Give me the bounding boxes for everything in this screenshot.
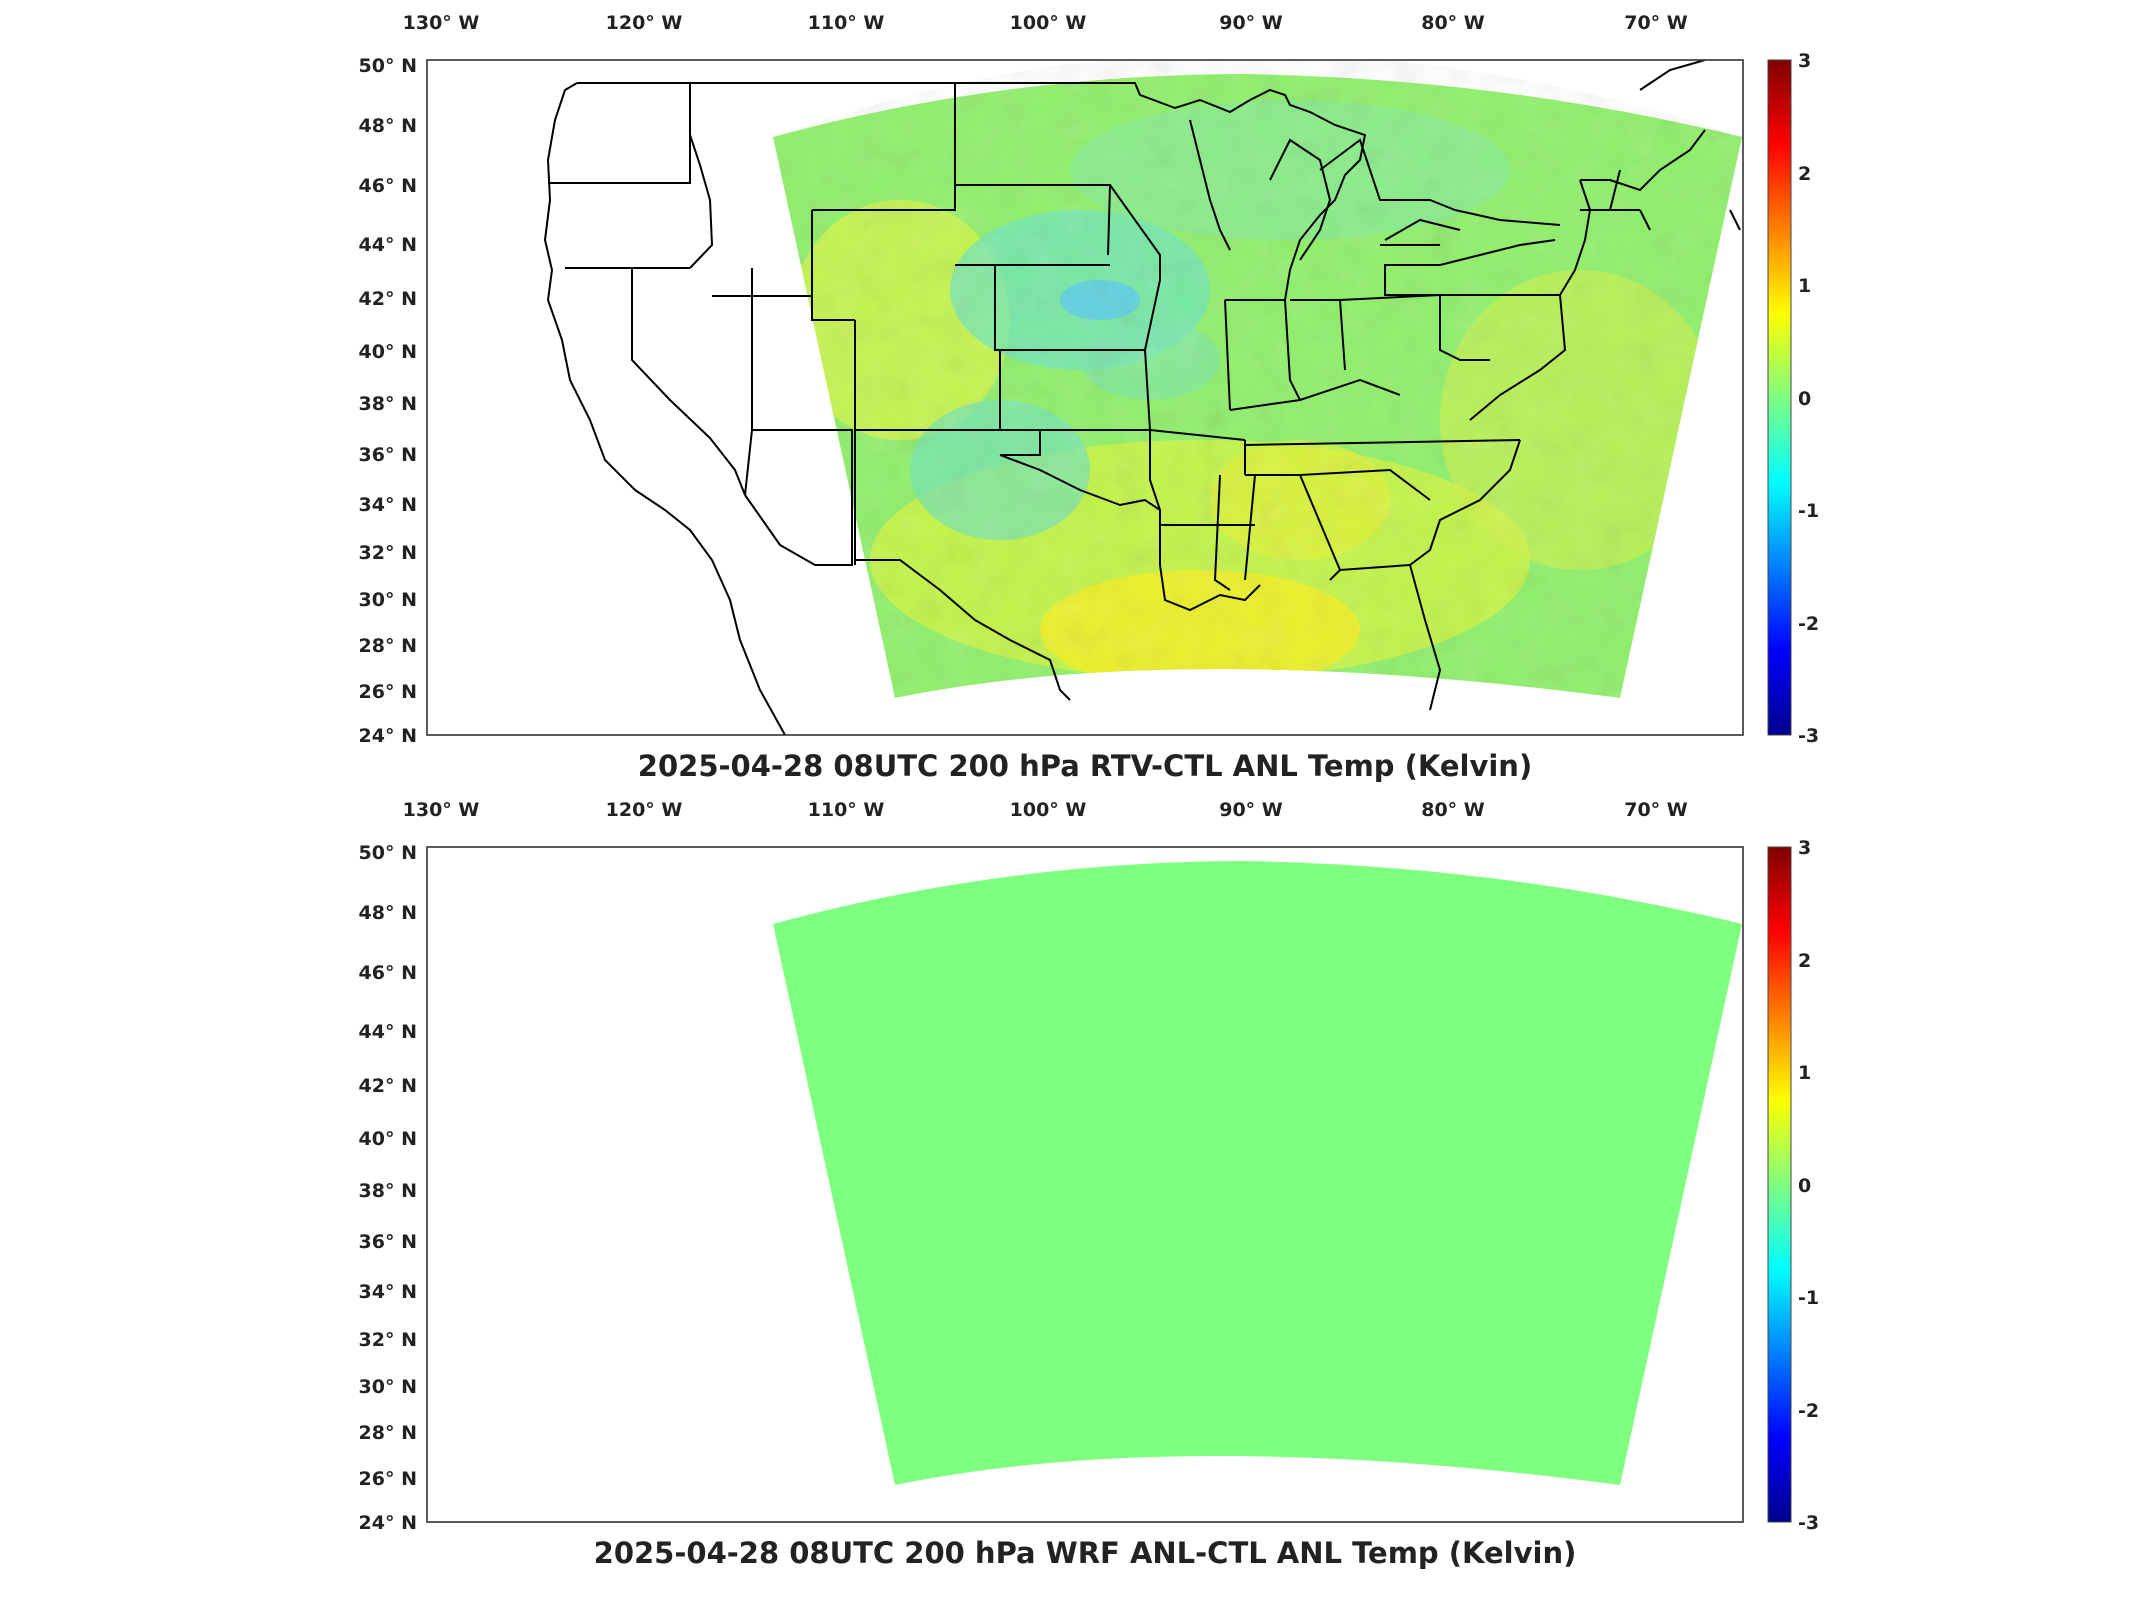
- colorbar-tick: -3: [1798, 1512, 1819, 1534]
- lon-tick: 100° W: [1010, 799, 1087, 821]
- lat-tick: 28° N: [359, 1422, 417, 1444]
- lat-axis-left-2: 50° N 48° N 46° N 44° N 42° N 40° N 38° …: [359, 842, 417, 1534]
- lon-tick: 120° W: [606, 799, 683, 821]
- lat-tick: 32° N: [359, 1329, 417, 1351]
- lon-axis-top-2: 130° W 120° W 110° W 100° W 90° W 80° W …: [403, 799, 1688, 821]
- lat-tick: 34° N: [359, 1281, 417, 1303]
- map-panel-rtv-ctl: 130° W 120° W 110° W 100° W 90° W 80° W …: [359, 12, 1820, 783]
- lon-tick: 70° W: [1624, 799, 1688, 821]
- colorbar-tick: 2: [1798, 163, 1811, 185]
- lon-tick: 70° W: [1624, 12, 1688, 34]
- lat-tick: 28° N: [359, 635, 417, 657]
- boundaries-1: [543, 60, 1741, 735]
- lon-axis-top-1: 130° W 120° W 110° W 100° W 90° W 80° W …: [403, 12, 1688, 34]
- colorbar-1: 3 2 1 0 -1 -2 -3: [1767, 50, 1819, 747]
- lat-tick: 24° N: [359, 725, 417, 747]
- lat-tick: 50° N: [359, 55, 417, 77]
- lon-tick: 90° W: [1219, 12, 1283, 34]
- lat-tick: 46° N: [359, 175, 417, 197]
- lon-tick: 80° W: [1421, 12, 1485, 34]
- lat-tick: 34° N: [359, 494, 417, 516]
- lat-tick: 30° N: [359, 589, 417, 611]
- lon-tick: 90° W: [1219, 799, 1283, 821]
- colorbar-tick: 0: [1798, 1175, 1811, 1197]
- lon-tick: 80° W: [1421, 799, 1485, 821]
- data-field-2: [773, 861, 1742, 1485]
- lat-tick: 30° N: [359, 1376, 417, 1398]
- colorbar-tick: 2: [1798, 950, 1811, 972]
- lat-tick: 38° N: [359, 1180, 417, 1202]
- lat-tick: 32° N: [359, 542, 417, 564]
- lon-tick: 120° W: [606, 12, 683, 34]
- lat-tick: 24° N: [359, 1512, 417, 1534]
- lon-tick: 100° W: [1010, 12, 1087, 34]
- lat-tick: 42° N: [359, 1075, 417, 1097]
- lat-tick: 38° N: [359, 393, 417, 415]
- lat-axis-left-1: 50° N 48° N 46° N 44° N 42° N 40° N 38° …: [359, 55, 417, 747]
- lat-tick: 40° N: [359, 341, 417, 363]
- colorbar-gradient: [1767, 846, 1792, 1523]
- lon-tick: 130° W: [403, 12, 480, 34]
- colorbar-tick: -3: [1798, 725, 1819, 747]
- colorbar-2: 3 2 1 0 -1 -2 -3: [1767, 837, 1819, 1534]
- lat-tick: 42° N: [359, 288, 417, 310]
- lat-tick: 36° N: [359, 444, 417, 466]
- panel-title-1: 2025-04-28 08UTC 200 hPa RTV-CTL ANL Tem…: [638, 749, 1532, 783]
- colorbar-tick: -2: [1798, 613, 1819, 635]
- lat-tick: 48° N: [359, 115, 417, 137]
- lat-tick: 26° N: [359, 681, 417, 703]
- lat-tick: 50° N: [359, 842, 417, 864]
- lat-tick: 44° N: [359, 1021, 417, 1043]
- lon-tick: 110° W: [808, 12, 885, 34]
- colorbar-tick: -1: [1798, 1287, 1819, 1309]
- lat-tick: 26° N: [359, 1468, 417, 1490]
- lat-tick: 48° N: [359, 902, 417, 924]
- colorbar-gradient: [1767, 59, 1792, 736]
- lat-tick: 46° N: [359, 962, 417, 984]
- lat-tick: 44° N: [359, 234, 417, 256]
- colorbar-tick: 3: [1798, 50, 1811, 72]
- colorbar-tick: 0: [1798, 388, 1811, 410]
- data-field-1: [773, 60, 1742, 698]
- panel-title-2: 2025-04-28 08UTC 200 hPa WRF ANL-CTL ANL…: [594, 1536, 1577, 1570]
- colorbar-tick: -2: [1798, 1400, 1819, 1422]
- map-panel-wrf-anl-ctl: 130° W 120° W 110° W 100° W 90° W 80° W …: [359, 799, 1820, 1570]
- lon-tick: 110° W: [808, 799, 885, 821]
- lat-tick: 40° N: [359, 1128, 417, 1150]
- colorbar-tick: -1: [1798, 500, 1819, 522]
- colorbar-tick: 1: [1798, 1062, 1811, 1084]
- lon-tick: 130° W: [403, 799, 480, 821]
- colorbar-tick: 1: [1798, 275, 1811, 297]
- colorbar-tick: 3: [1798, 837, 1811, 859]
- lat-tick: 36° N: [359, 1231, 417, 1253]
